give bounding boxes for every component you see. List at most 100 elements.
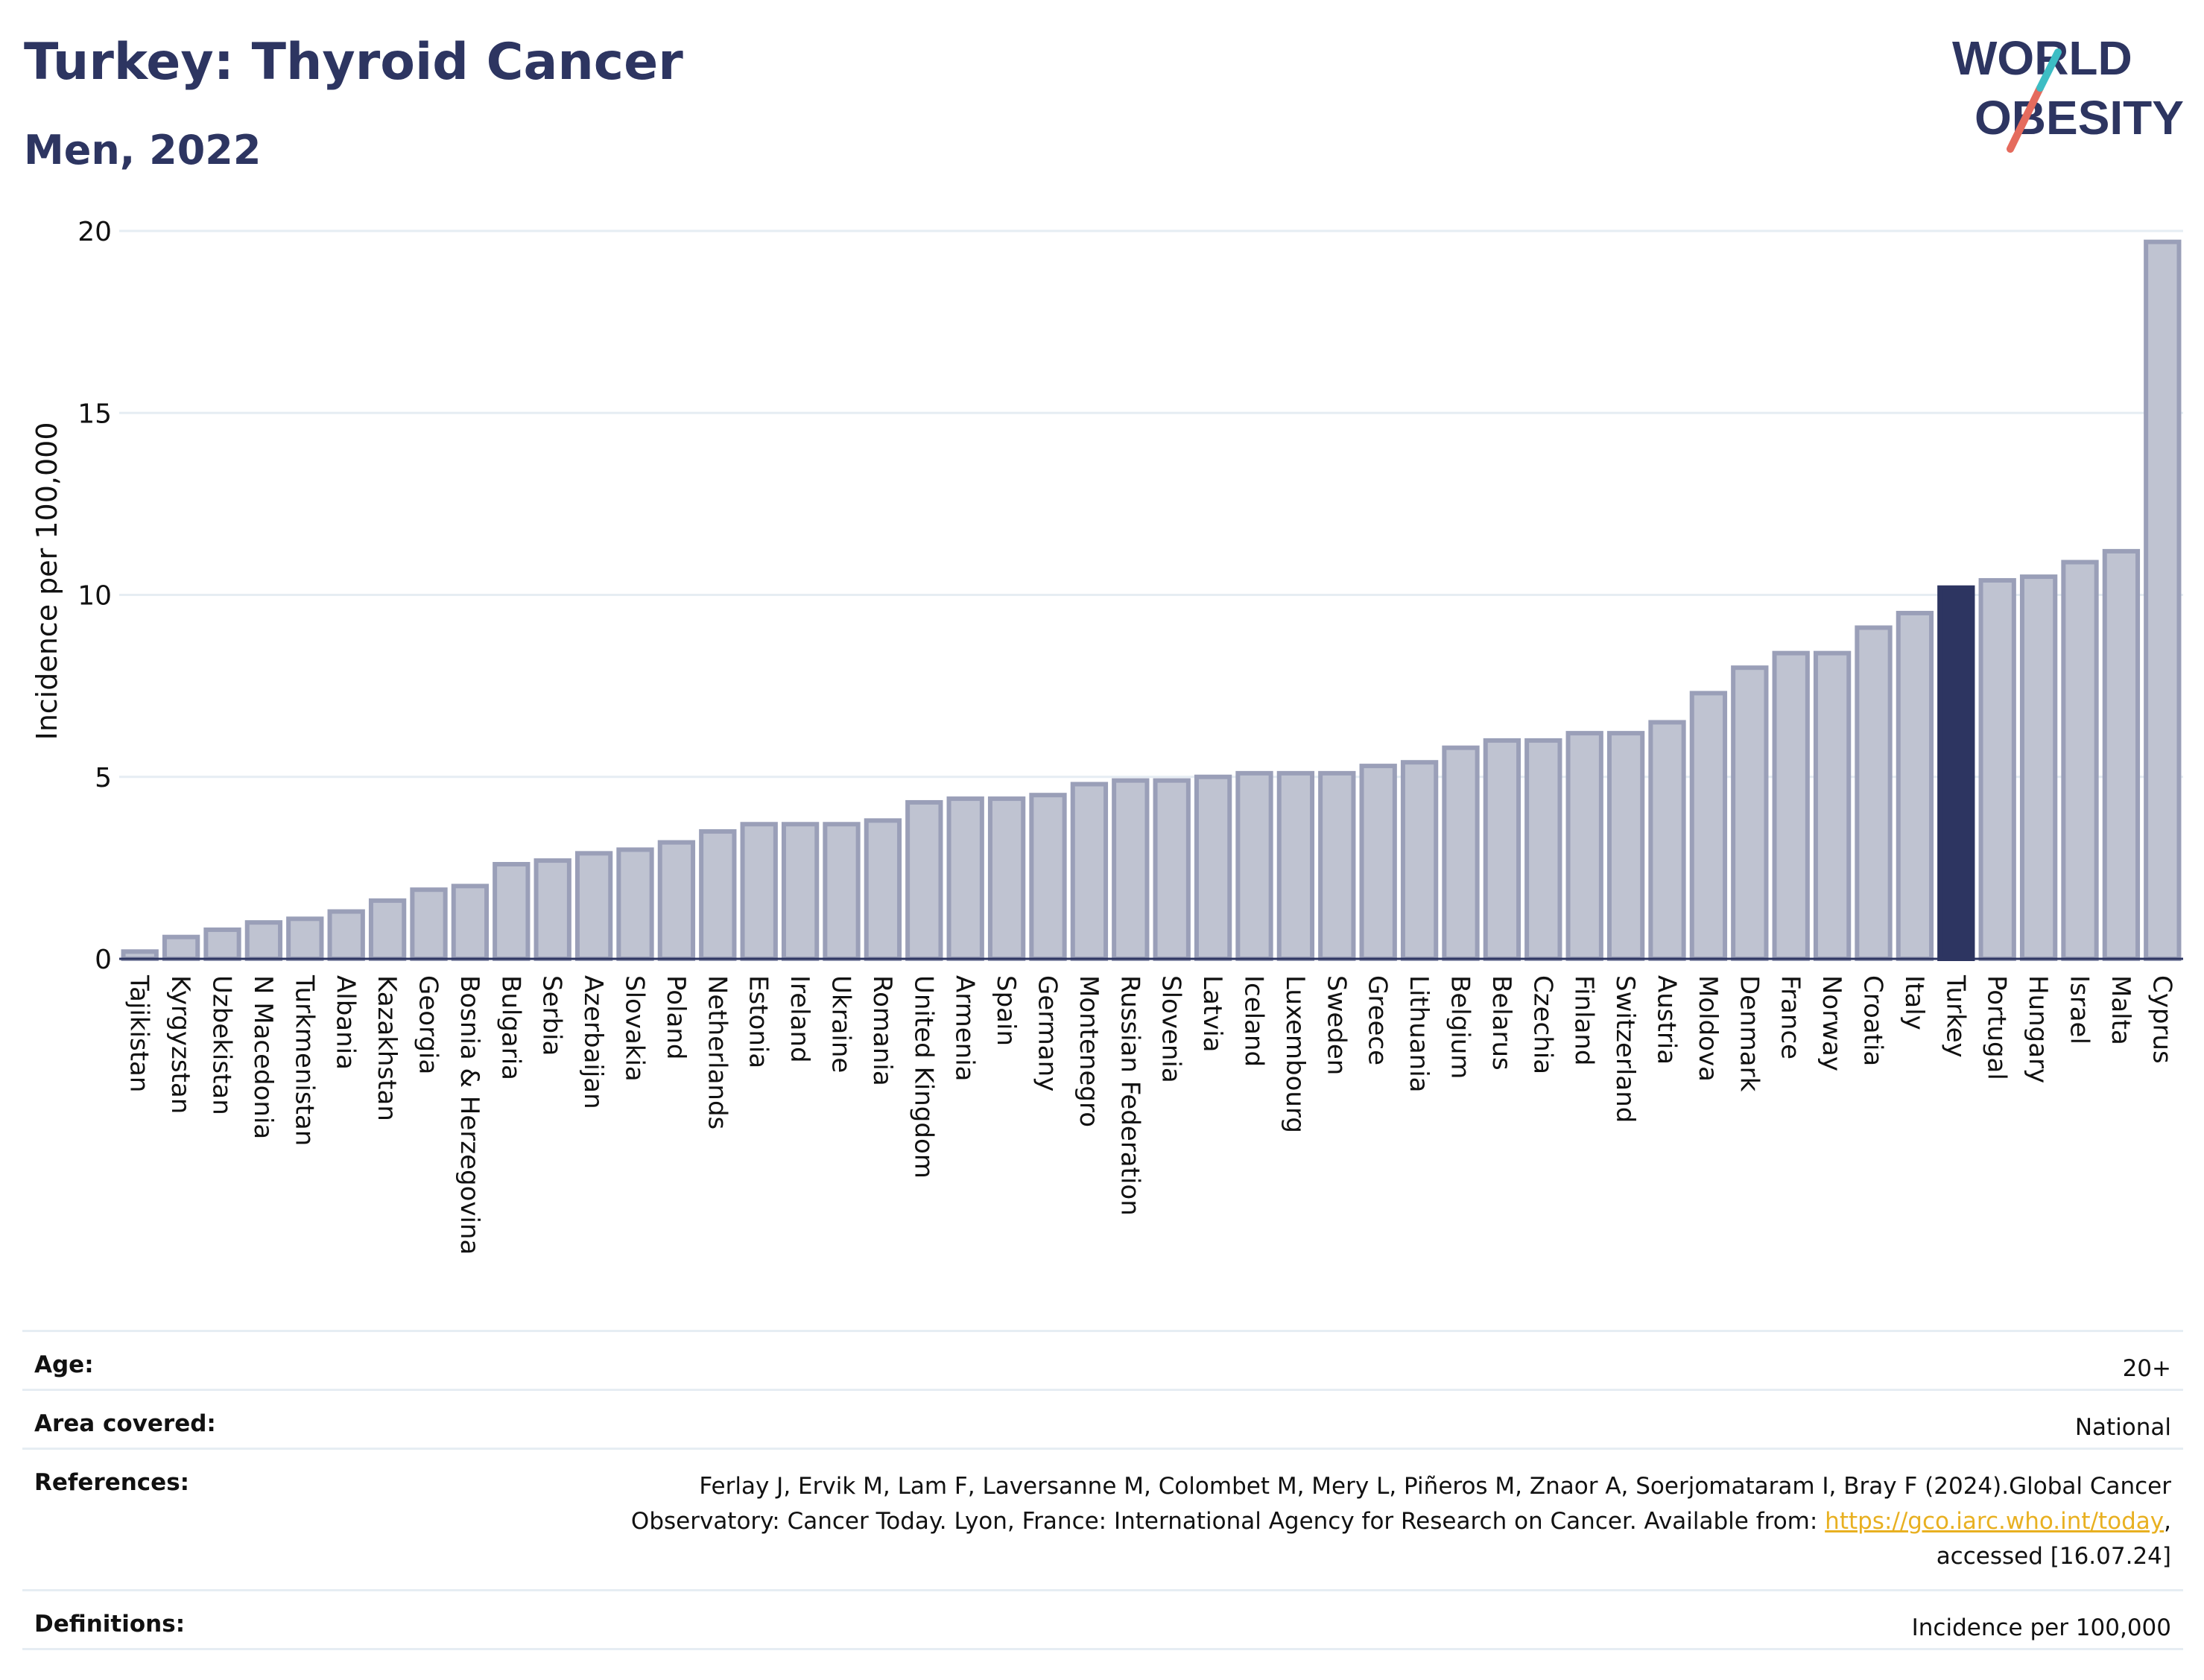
x-axis-labels: Tajikistan Kyrgyzstan Uzbekistan N Macedoni… [124,974,2177,1255]
x-tick-label: Turkmenistan [289,974,319,1146]
bar-slovakia [616,847,654,961]
x-tick-label: Germany [1033,975,1063,1091]
bar-n-macedonia [244,920,283,962]
bar-greece [1359,764,1397,961]
bar-iceland [1235,770,1273,961]
bar-luxembourg [1276,770,1315,961]
x-tick-label: Latvia [1197,975,1227,1053]
x-tick-label: Romania [867,975,897,1086]
bar-russian-federation [1112,778,1150,962]
bar-malta [2102,548,2141,961]
bar-uzbekistan [203,927,241,962]
references-text-1: Ferlay J, Ervik M, Lam F, Laversanne M, … [699,1473,2171,1500]
y-tick-label: 5 [95,763,112,793]
bar-romania [864,818,902,961]
page-title: Turkey: Thyroid Cancer [24,33,683,92]
x-tick-label: Sweden [1321,975,1351,1075]
x-tick-label: Luxembourg [1280,975,1310,1133]
x-tick-label: Turkey [1940,974,1970,1058]
bar-estonia [740,822,778,961]
svg-text:OBESITY: OBESITY [1975,91,2184,145]
x-tick-label: Montenegro [1074,975,1103,1127]
bar-kyrgyzstan [162,934,200,961]
x-tick-label: Russian Federation [1115,975,1144,1216]
age-value: 20+ [2122,1355,2171,1382]
x-tick-label: Azerbaijan [578,975,608,1109]
references-text-4: accessed [16.07.24] [1936,1543,2171,1570]
bar-belarus [1483,738,1521,962]
bar-sweden [1318,770,1356,961]
bar-albania [327,909,365,961]
x-tick-label: Spain [991,975,1021,1046]
x-tick-label: Hungary [2023,975,2053,1083]
info-row-age: Age: 20+ [22,1330,2183,1389]
y-tick-label: 10 [77,581,112,612]
bar-lithuania [1400,760,1439,962]
x-tick-label: Estonia [744,975,773,1068]
bar-montenegro [1070,782,1109,962]
x-tick-label: United Kingdom [908,975,938,1179]
x-tick-label: Slovakia [620,975,650,1082]
x-tick-label: Cyprus [2147,975,2176,1064]
info-row-area: Area covered: National [22,1389,2183,1448]
bar-slovenia [1153,778,1191,962]
x-tick-label: Belgium [1445,975,1475,1079]
bar-ukraine [823,822,861,961]
definitions-label: Definitions: [34,1611,186,1638]
bar-spain [987,796,1026,962]
x-tick-label: Greece [1363,975,1393,1065]
references-label: References: [34,1469,190,1496]
x-tick-label: N Macedonia [248,975,278,1139]
bar-france [1772,650,1810,961]
references-text-2: Observatory: Cancer Today. Lyon, France:… [630,1508,1825,1535]
x-tick-label: Denmark [1734,975,1764,1092]
info-row-definitions: Definitions: Incidence per 100,000 [22,1589,2183,1650]
bar-georgia [410,887,448,962]
x-tick-label: Albania [331,975,361,1070]
info-row-references: References: Ferlay J, Ervik M, Lam F, La… [22,1448,2183,1589]
bar-latvia [1194,774,1232,961]
age-label: Age: [34,1351,94,1378]
bar-finland [1565,731,1603,961]
bar-cyprus [2144,239,2182,961]
bar-chart: 0 5 10 15 20 Tajikistan Kyrgyzstan Uzbekistan N… [31,217,2183,1255]
x-tick-label: Austria [1652,975,1682,1065]
y-tick-label: 20 [77,217,112,247]
bar-bulgaria [493,861,531,961]
x-tick-label: Finland [1569,975,1599,1066]
bar-moldova [1689,691,1728,962]
x-tick-label: Iceland [1239,975,1269,1067]
x-tick-label: Norway [1817,975,1846,1071]
x-tick-label: Moldova [1693,975,1723,1082]
x-tick-label: Netherlands [702,975,732,1129]
bar-italy [1896,610,1934,961]
x-tick-label: Switzerland [1610,975,1640,1123]
x-tick-label: Lithuania [1404,975,1434,1092]
x-tick-label: Croatia [1858,975,1888,1066]
bar-netherlands [699,829,737,962]
x-tick-label: Bosnia & Herzegovina [455,975,484,1255]
bar-united-kingdom [905,799,943,961]
bar-serbia [533,858,571,961]
bar-croatia [1855,625,1893,962]
bar-ireland [781,822,820,961]
definitions-value: Incidence per 100,000 [1911,1614,2171,1641]
bar-azerbaijan [574,851,613,961]
x-tick-label: Poland [661,975,691,1060]
references-text-3: , [2164,1508,2171,1535]
x-tick-label: Ukraine [826,975,856,1073]
x-tick-label: Portugal [1982,975,2012,1080]
x-tick-label: Italy [1899,975,1929,1030]
bar-portugal [1978,577,2016,962]
x-tick-label: Israel [2065,975,2094,1045]
references-value: Ferlay J, Ervik M, Lam F, Laversanne M, … [631,1469,2171,1574]
area-label: Area covered: [34,1410,216,1437]
x-tick-label: Uzbekistan [207,975,237,1115]
bar-norway [1813,650,1852,961]
bar-germany [1029,793,1067,962]
y-tick-label: 0 [95,945,112,975]
references-link[interactable]: https://gco.iarc.who.int/today [1825,1508,2165,1535]
x-tick-label: Tajikistan [124,974,154,1092]
x-tick-label: Ireland [785,975,814,1063]
bar-switzerland [1606,731,1645,961]
